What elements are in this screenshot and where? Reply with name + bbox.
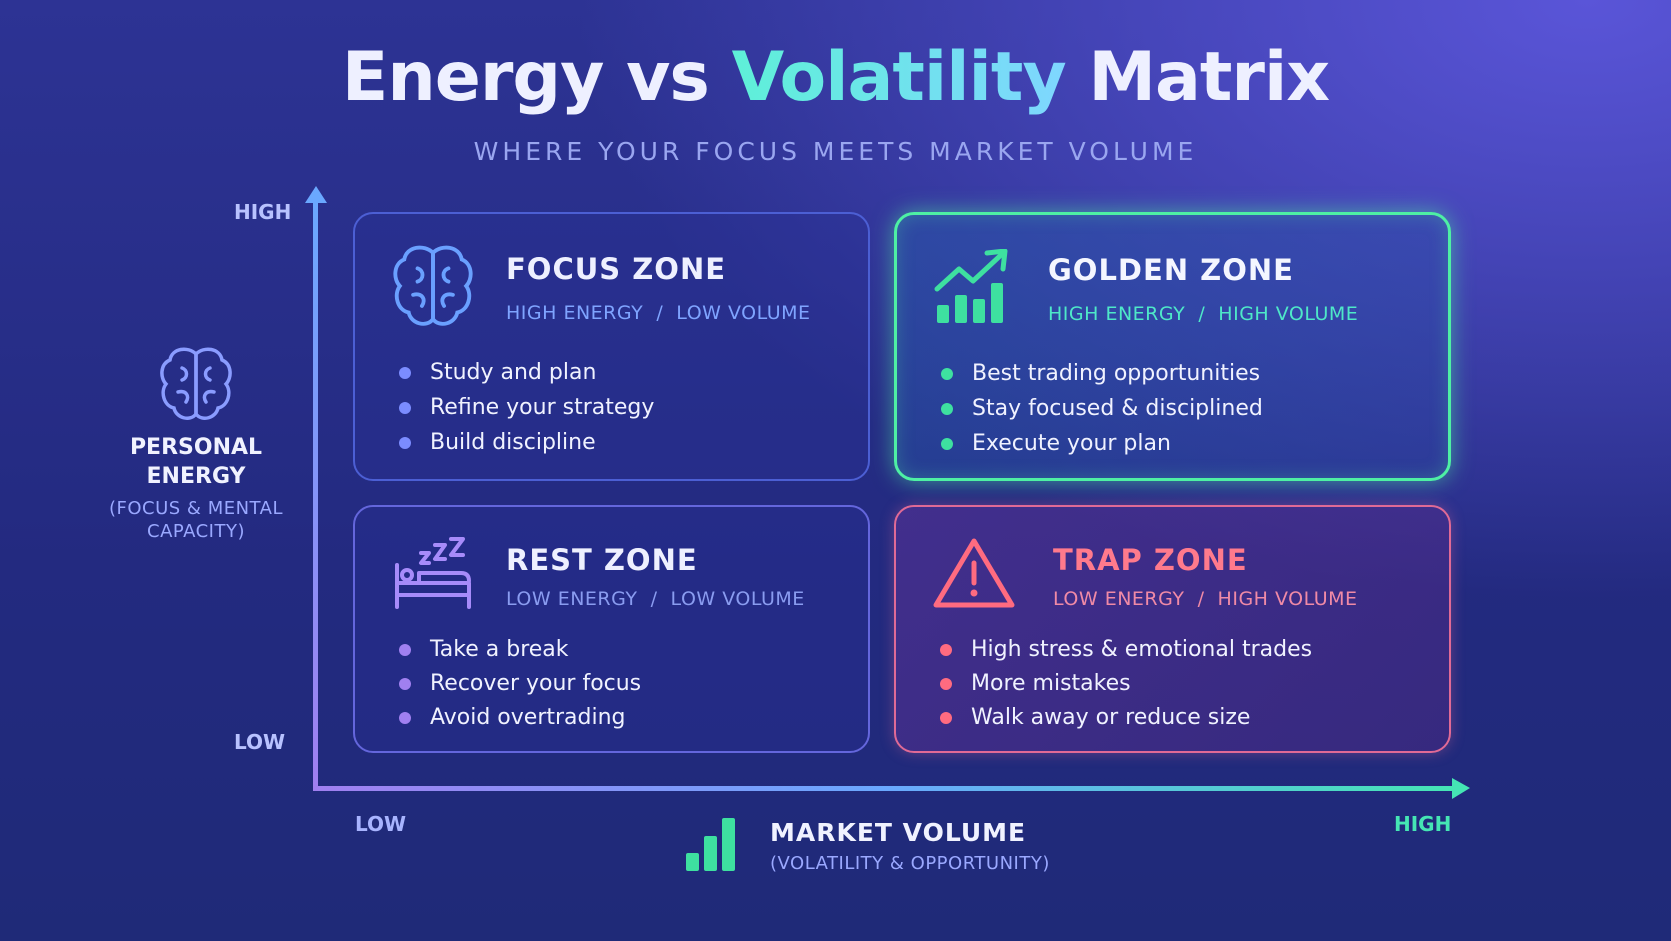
list-item: Take a break: [399, 633, 641, 667]
y-high: HIGH: [234, 200, 292, 224]
quadrant-title: TRAP ZONE: [1053, 543, 1248, 577]
quadrant-title: GOLDEN ZONE: [1048, 253, 1294, 287]
y-arrow: [305, 186, 327, 203]
y-axis: [313, 198, 318, 790]
list-item: High stress & emotional trades: [940, 633, 1312, 667]
quadrant-card: GOLDEN ZONE HIGH ENERGY / HIGH VOLUME Be…: [894, 212, 1451, 481]
quadrant-subtitle: LOW ENERGY / HIGH VOLUME: [1053, 588, 1358, 610]
volume-icon: [686, 818, 735, 871]
brain-icon: [393, 245, 473, 326]
title-highlight: Volatility: [731, 38, 1067, 117]
quadrant-title: FOCUS ZONE: [506, 252, 727, 286]
x-axis: [313, 786, 1458, 791]
title: Energy vs Volatility Matrix: [0, 38, 1671, 117]
list-item: Avoid overtrading: [399, 701, 641, 735]
quadrant-title: REST ZONE: [506, 543, 698, 577]
y-sublabel: (FOCUS & MENTAL CAPACITY): [109, 498, 283, 542]
quadrant-subtitle: HIGH ENERGY / LOW VOLUME: [506, 302, 811, 324]
quadrant-card: TRAP ZONE LOW ENERGY / HIGH VOLUME High …: [894, 505, 1451, 753]
title-part: Energy vs: [341, 38, 710, 117]
quadrant-card: FOCUS ZONE HIGH ENERGY / LOW VOLUME Stud…: [353, 212, 870, 481]
y-low: LOW: [234, 730, 286, 754]
x-sublabel: (VOLATILITY & OPPORTUNITY): [770, 853, 1050, 874]
quadrant-subtitle: HIGH ENERGY / HIGH VOLUME: [1048, 303, 1359, 325]
y-label: PERSONAL ENERGY: [129, 435, 263, 489]
x-arrow: [1452, 778, 1470, 799]
quadrant-list: High stress & emotional trades More mista…: [940, 633, 1312, 735]
list-item: Build discipline: [399, 425, 654, 460]
quadrant-subtitle: LOW ENERGY / LOW VOLUME: [506, 588, 805, 610]
quadrant-card: REST ZONE LOW ENERGY / LOW VOLUME Take a…: [353, 505, 870, 753]
sleep-icon: [395, 537, 471, 609]
warning-icon: [933, 538, 1015, 608]
quadrant-list: Take a break Recover your focus Avoid over…: [399, 633, 641, 735]
brain-icon: [160, 347, 232, 420]
subtitle: WHERE YOUR FOCUS MEETS MARKET VOLUME: [473, 137, 1198, 166]
x-label: MARKET VOLUME: [770, 818, 1027, 847]
quadrant-list: Best trading opportunities Stay focused &…: [941, 356, 1263, 461]
list-item: Refine your strategy: [399, 390, 654, 425]
growth-icon: [934, 249, 1008, 323]
list-item: Best trading opportunities: [941, 356, 1263, 391]
list-item: Execute your plan: [941, 426, 1263, 461]
list-item: Stay focused & disciplined: [941, 391, 1263, 426]
list-item: Walk away or reduce size: [940, 701, 1312, 735]
x-high: HIGH: [1394, 812, 1452, 836]
list-item: Recover your focus: [399, 667, 641, 701]
x-low: LOW: [355, 812, 407, 836]
quadrant-list: Study and plan Refine your strategy Build …: [399, 355, 654, 460]
list-item: More mistakes: [940, 667, 1312, 701]
list-item: Study and plan: [399, 355, 654, 390]
title-part: Matrix: [1088, 38, 1330, 117]
